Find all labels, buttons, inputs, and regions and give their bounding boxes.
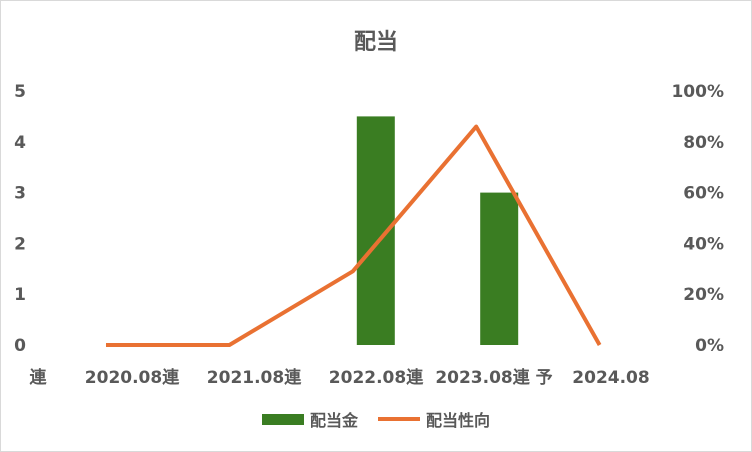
y-left-tick-label: 0 [14, 336, 26, 356]
y-right-tick-label: 0% [695, 336, 724, 356]
legend-label-dividend: 配当金 [309, 411, 358, 430]
y-right-tick-label: 20% [683, 285, 724, 305]
y-right-tick-label: 40% [683, 234, 724, 254]
y-left-tick-label: 3 [14, 184, 26, 204]
y-right-tick-label: 80% [683, 133, 724, 153]
x-tick-label: 2022.08連 [329, 367, 424, 388]
y-left-tick-label: 4 [14, 133, 26, 153]
x-tick-label: 2020.08連 [85, 367, 180, 388]
legend: 配当金 配当性向 [0, 407, 752, 431]
legend-swatch-bar [261, 413, 304, 425]
x-tick-label: 2024.08 [572, 368, 649, 388]
y-right-tick-label: 60% [683, 184, 724, 204]
payout-ratio-line [106, 124, 602, 347]
x-tick-label: 連 [30, 367, 48, 388]
legend-swatch-line [378, 417, 420, 421]
legend-label-payout-ratio: 配当性向 [426, 411, 491, 430]
y-right-tick-label: 100% [671, 82, 724, 102]
y-left-tick-label: 2 [14, 234, 26, 254]
x-tick-label: 2021.08連 [207, 367, 302, 388]
y-left-tick-label: 5 [14, 82, 26, 102]
legend-item-dividend: 配当金 [261, 407, 358, 431]
legend-item-payout-ratio: 配当性向 [378, 407, 490, 431]
x-tick-label: 2023.08連 予 [435, 367, 552, 388]
chart-title: 配当 [353, 30, 398, 55]
bar [480, 192, 519, 345]
y-left-tick-label: 1 [14, 285, 26, 305]
